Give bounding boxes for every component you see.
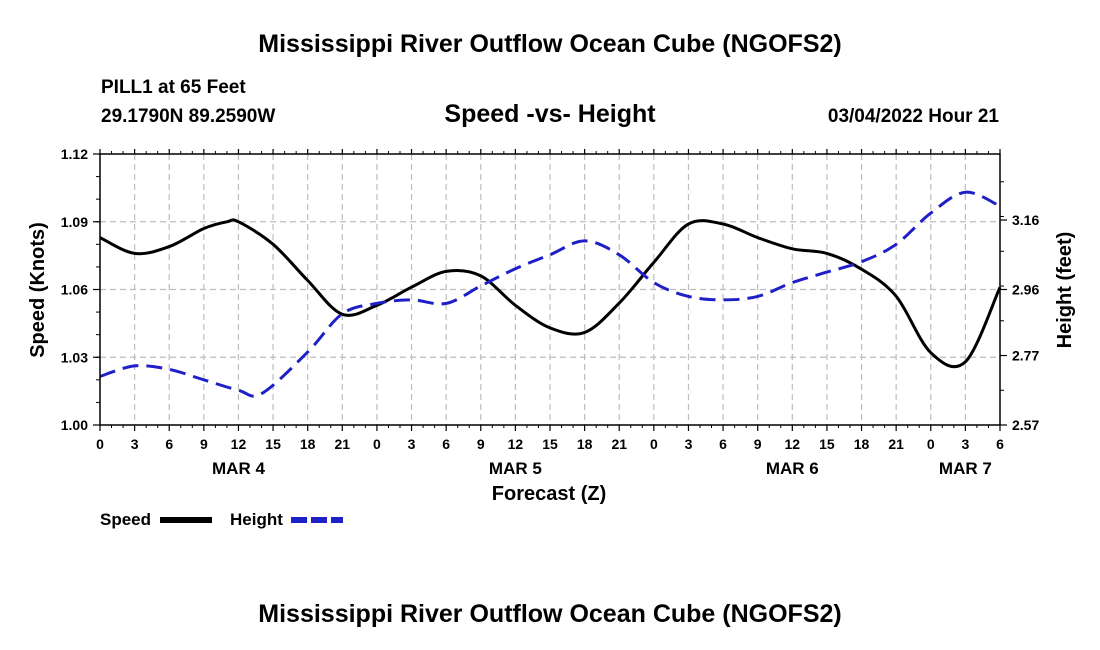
y2-axis-title: Height (feet) [1054,232,1076,349]
x-tick-label: 21 [335,436,351,452]
x-tick-label: 12 [508,436,524,452]
y-tick-label: 1.06 [61,282,88,298]
x-tick-label: 3 [961,436,969,452]
x-tick-label: 21 [888,436,904,452]
x-tick-label: 0 [927,436,935,452]
x-tick-label: 0 [96,436,104,452]
legend: Speed Height [100,510,343,529]
x-tick-label: 9 [477,436,485,452]
station-coordinates: 29.1790N 89.2590W [101,106,276,127]
x-tick-label: 12 [785,436,801,452]
series-lines [99,190,1002,398]
x-tick-label: 9 [200,436,208,452]
y2-tick-label: 2.96 [1012,282,1039,298]
station-label: PILL1 at 65 Feet [101,77,246,98]
x-tick-label: 6 [165,436,173,452]
x-tick-label: 18 [300,436,316,452]
x-tick-label: 21 [611,436,627,452]
chart-subtitle: Speed -vs- Height [444,100,656,128]
chart-title: Mississippi River Outflow Ocean Cube (NG… [258,30,842,58]
y2-tick-label: 2.57 [1012,417,1039,433]
footer-title: Mississippi River Outflow Ocean Cube (NG… [258,600,842,628]
x-tick-label: 3 [685,436,693,452]
y2-tick-label: 3.16 [1012,212,1039,228]
x-day-label: MAR 4 [212,459,265,478]
x-tick-label: 3 [131,436,139,452]
y2-tick-label: 2.77 [1012,348,1039,364]
x-tick-label: 18 [577,436,593,452]
x-axis-title: Forecast (Z) [492,483,606,505]
x-tick-label: 9 [754,436,762,452]
x-tick-label: 0 [650,436,658,452]
grid-lines [100,154,1000,425]
y-tick-label: 1.03 [61,349,88,365]
forecast-datestamp: 03/04/2022 Hour 21 [827,106,999,127]
y-tick-label: 1.12 [61,146,88,162]
x-tick-label: 15 [819,436,835,452]
y-tick-label: 1.09 [61,214,88,230]
x-tick-label: 6 [719,436,727,452]
x-day-label: MAR 6 [766,459,819,478]
x-tick-label: 18 [854,436,870,452]
axes: 0 3 6 9 12 15 18 21 0 3 6 9 12 15 18 21 0 3 6 9 12 15 18 21 0 3 6M… [61,146,1040,478]
x-tick-label: 15 [542,436,558,452]
x-day-label: MAR 7 [939,459,992,478]
series-line-height [99,190,1001,398]
x-tick-label: 6 [442,436,450,452]
series-line-speed [99,218,1002,369]
x-tick-label: 15 [265,436,281,452]
x-day-label: MAR 5 [489,459,542,478]
y-axis-title: Speed (Knots) [27,222,49,358]
legend-speed-label: Speed [100,510,151,529]
x-tick-label: 0 [373,436,381,452]
legend-height-label: Height [230,510,283,529]
y-tick-label: 1.00 [61,417,88,433]
x-tick-label: 6 [996,436,1004,452]
x-tick-label: 3 [408,436,416,452]
x-tick-label: 12 [231,436,247,452]
